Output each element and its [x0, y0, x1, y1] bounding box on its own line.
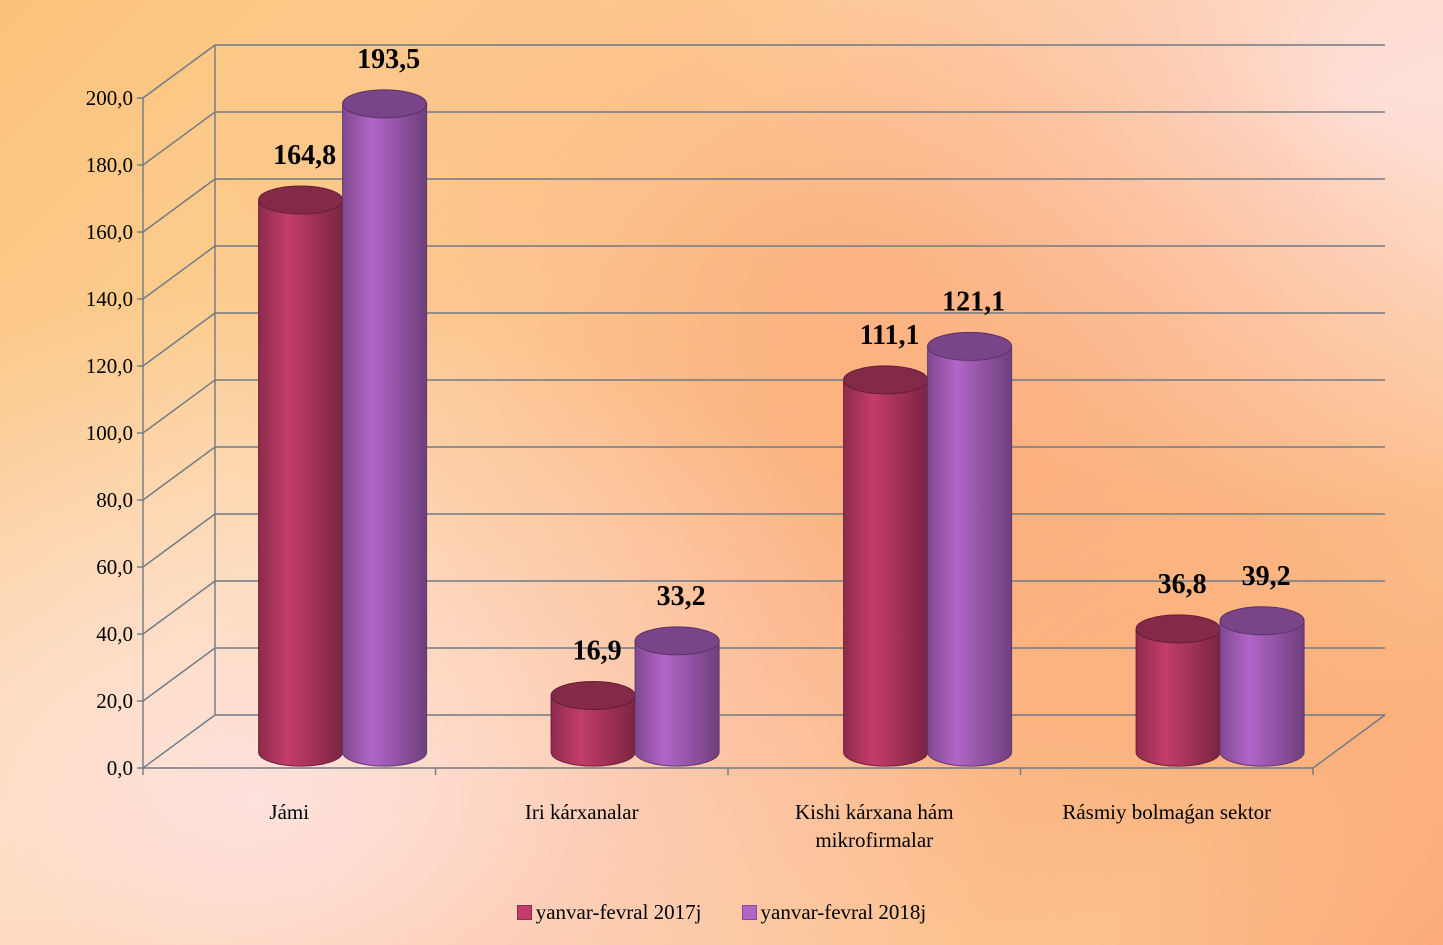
- x-tick-label: Iri kárxanalar: [525, 800, 639, 824]
- data-label: 36,8: [1158, 569, 1207, 600]
- side-gridline: [142, 178, 216, 233]
- legend-swatch-2018: [741, 905, 757, 920]
- y-tick-label: 60,0: [96, 555, 133, 579]
- legend-label-2017: yanvar-fevral 2017j: [535, 900, 702, 924]
- side-gridline: [142, 379, 216, 434]
- y-tick-label: 160,0: [86, 220, 133, 244]
- legend-item-2018: yanvar-fevral 2018j: [741, 900, 927, 925]
- y-tick-label: 140,0: [86, 287, 133, 311]
- data-label: 39,2: [1242, 561, 1291, 592]
- side-gridline: [142, 312, 216, 367]
- data-label: 16,9: [573, 635, 622, 666]
- data-label: 193,5: [357, 44, 420, 75]
- bar-1-series-1: [634, 640, 720, 767]
- bar-0-series-0: [258, 199, 344, 767]
- bar-top-2-series-0: [843, 365, 929, 395]
- x-tick-label: Jámi: [269, 800, 309, 824]
- data-label: 121,1: [942, 286, 1005, 317]
- bar-2-series-0: [843, 379, 929, 767]
- legend-swatch-2017: [516, 905, 532, 920]
- bar-top-1-series-1: [634, 626, 720, 656]
- y-tick-label: 20,0: [96, 689, 133, 713]
- y-tick-label: 120,0: [86, 354, 133, 378]
- side-gridline: [142, 44, 216, 99]
- bar-3-series-0: [1135, 628, 1221, 767]
- x-tick-label: Rásmiy bolmaǵan sektor: [1062, 800, 1271, 824]
- y-tick-label: 40,0: [96, 622, 133, 646]
- y-tick-label: 180,0: [86, 153, 133, 177]
- category-labels: Jámi Iri kárxanalar Kishi kárxana hám mikro…: [269, 800, 1271, 852]
- bar-top-2-series-1: [927, 331, 1013, 361]
- side-gridline: [142, 513, 216, 568]
- data-label: 33,2: [657, 581, 706, 612]
- legend-label-2018: yanvar-fevral 2018j: [760, 900, 927, 924]
- bars: 164,8 193,5 16,9 33,2 111,1 121,1 36,8 39,2: [258, 44, 1305, 767]
- side-gridline: [142, 446, 216, 501]
- side-gridline: [142, 580, 216, 635]
- bar-top-3-series-0: [1135, 614, 1221, 644]
- side-gridline: [142, 111, 216, 166]
- x-tick-label: Kishi kárxana hám mikrofirmalar: [795, 800, 954, 852]
- bar-top-0-series-0: [258, 185, 344, 215]
- bar-2-series-1: [927, 345, 1013, 767]
- y-tick-label: 80,0: [96, 488, 133, 512]
- data-label: 164,8: [273, 140, 336, 171]
- bar-0-series-1: [342, 103, 428, 767]
- data-label: 111,1: [860, 320, 920, 351]
- y-tick-labels: 0,0 20,0 40,0 60,0 80,0 100,0 120,0 140,0 160,0 1…: [86, 86, 143, 780]
- bar-top-0-series-1: [342, 89, 428, 119]
- bar-top-1-series-0: [550, 680, 636, 710]
- bar-1-series-0: [550, 694, 636, 767]
- side-gridline: [142, 647, 216, 702]
- y-tick-label: 200,0: [86, 86, 133, 110]
- legend-item-2017: yanvar-fevral 2017j: [516, 900, 702, 925]
- side-gridline: [142, 714, 216, 769]
- legend: yanvar-fevral 2017j yanvar-fevral 2018j: [0, 900, 1443, 925]
- y-tick-label: 0,0: [107, 756, 133, 780]
- side-gridline: [142, 245, 216, 300]
- bar-3-series-1: [1219, 620, 1305, 767]
- y-tick-label: 100,0: [86, 421, 133, 445]
- bar-top-3-series-1: [1219, 606, 1305, 636]
